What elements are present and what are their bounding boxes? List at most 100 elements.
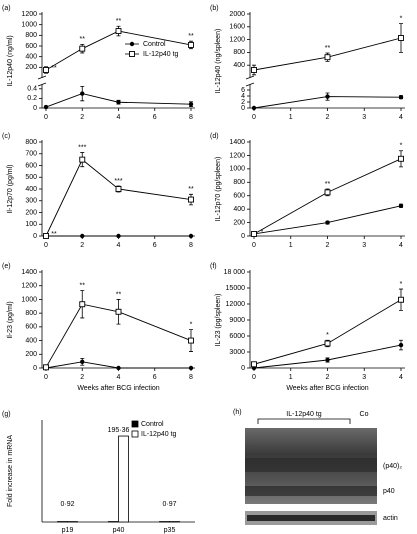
x-tick-label: 6 — [153, 374, 157, 381]
x-tick-label: 4 — [399, 242, 403, 249]
blot-band — [245, 486, 377, 496]
significance: ** — [116, 291, 122, 298]
x-tick-label: 0 — [44, 374, 48, 381]
data-point — [116, 365, 121, 371]
data-point — [79, 156, 86, 163]
x-tick-label: 0 — [252, 374, 256, 381]
y-tick-label: 3000 — [229, 349, 245, 356]
blot-panel: (h) IL-12p40 tg Co (p40)₂ p40 actin — [233, 409, 402, 525]
data-point — [398, 155, 404, 162]
axis-break — [245, 75, 255, 87]
value-label: 0·92 — [60, 501, 74, 508]
x-tick-label: 4 — [117, 374, 121, 381]
y-tick-label: 0 — [33, 233, 37, 240]
x-tick-label: 8 — [189, 114, 193, 121]
axis-break — [37, 75, 47, 87]
y-tick-label: 400 — [25, 337, 37, 344]
x-tick-label: 0 — [252, 114, 256, 121]
y-tick-label: 800 — [233, 179, 245, 186]
data-point — [251, 231, 257, 237]
x-tick-label: p19 — [62, 527, 74, 534]
x-tick-label: p40 — [113, 527, 125, 534]
y-tick-label: 400 — [25, 54, 37, 61]
y-tick-label: 1200 — [21, 11, 37, 18]
x-tick-label: 0 — [44, 114, 48, 121]
y-tick-label: 1000 — [21, 22, 37, 29]
data-point — [325, 220, 330, 225]
x-tick-label: 8 — [189, 242, 193, 249]
data-point — [80, 91, 85, 96]
x-tick-label: 3 — [362, 114, 366, 121]
data-point — [251, 105, 257, 111]
y-tick-label: 600 — [25, 324, 37, 331]
legend-swatch — [131, 420, 139, 428]
data-point — [188, 365, 194, 371]
y-tick-label: 1400 — [21, 269, 37, 276]
y-tick-label: 400 — [233, 206, 245, 213]
x-tick-label: 4 — [399, 374, 403, 381]
y-tick-label: 600 — [233, 193, 245, 200]
significance: ** — [116, 18, 122, 25]
y-tick-label: 12000 — [226, 301, 246, 308]
y-axis-label: IL-12p40 (ng/ml) — [7, 35, 14, 86]
significance: ** — [51, 65, 57, 72]
panel-label: (d) — [210, 133, 219, 140]
x-tick-label: 6 — [153, 114, 157, 121]
y-axis-label: Il-12p70 (pg/ml) — [7, 164, 14, 213]
x-axis-label: Weeks after BCG infection — [77, 385, 159, 392]
legend-label: IL-12p40 tg — [143, 51, 179, 58]
control-label: Co — [360, 411, 369, 418]
y-tick-label: 4 — [241, 93, 245, 100]
y-tick-label: 2 — [241, 99, 245, 106]
group-bracket — [257, 418, 351, 424]
y-tick-label: 1000 — [21, 296, 37, 303]
data-point — [325, 94, 330, 99]
series-line — [253, 344, 402, 369]
data-point — [398, 203, 404, 208]
data-point — [398, 342, 404, 348]
x-tick-label: 0 — [44, 242, 48, 249]
y-tick-label: 6 — [241, 87, 245, 94]
series-line — [45, 303, 192, 368]
x-tick-label: 0 — [252, 242, 256, 249]
data-point — [80, 359, 85, 365]
series-line — [253, 205, 402, 235]
panel-label: (g) — [2, 411, 11, 418]
data-point — [115, 186, 122, 192]
legend-swatch — [131, 430, 139, 438]
legend-marker — [129, 51, 135, 57]
panel-label: (e) — [2, 263, 11, 270]
y-axis-label: Il-23 (pg/ml) — [7, 301, 14, 338]
y-tick-label: 0.4 — [27, 86, 37, 93]
y-tick-label: 1000 — [229, 166, 245, 173]
x-tick-label: 2 — [326, 374, 330, 381]
y-tick-label: 400 — [233, 62, 245, 69]
x-tick-label: 6 — [153, 242, 157, 249]
legend-label: Control — [141, 421, 164, 428]
significance: ** — [80, 282, 86, 289]
panel-label: (f) — [210, 263, 217, 270]
data-point — [324, 189, 331, 196]
y-tick-label: 9000 — [229, 317, 245, 324]
significance: * — [400, 15, 403, 22]
data-point — [80, 233, 85, 239]
x-tick-label: p35 — [164, 527, 176, 534]
data-point — [188, 101, 194, 107]
y-axis-label: Fold increase in mRNA — [7, 435, 14, 507]
y-tick-label: 800 — [25, 32, 37, 39]
y-tick-label: 0 — [241, 365, 245, 372]
data-point — [43, 364, 49, 371]
significance: ** — [325, 181, 331, 188]
data-point — [43, 67, 49, 73]
y-tick-label: 18 000 — [224, 269, 246, 276]
y-tick-label: 800 — [233, 49, 245, 56]
data-point — [115, 28, 122, 35]
y-tick-label: 200 — [233, 219, 245, 226]
y-tick-label: 600 — [25, 162, 37, 169]
data-point — [398, 296, 404, 303]
data-point — [188, 41, 194, 48]
legend-label: Control — [143, 41, 166, 48]
y-tick-label: 1200 — [229, 152, 245, 159]
x-tick-label: 2 — [80, 374, 84, 381]
